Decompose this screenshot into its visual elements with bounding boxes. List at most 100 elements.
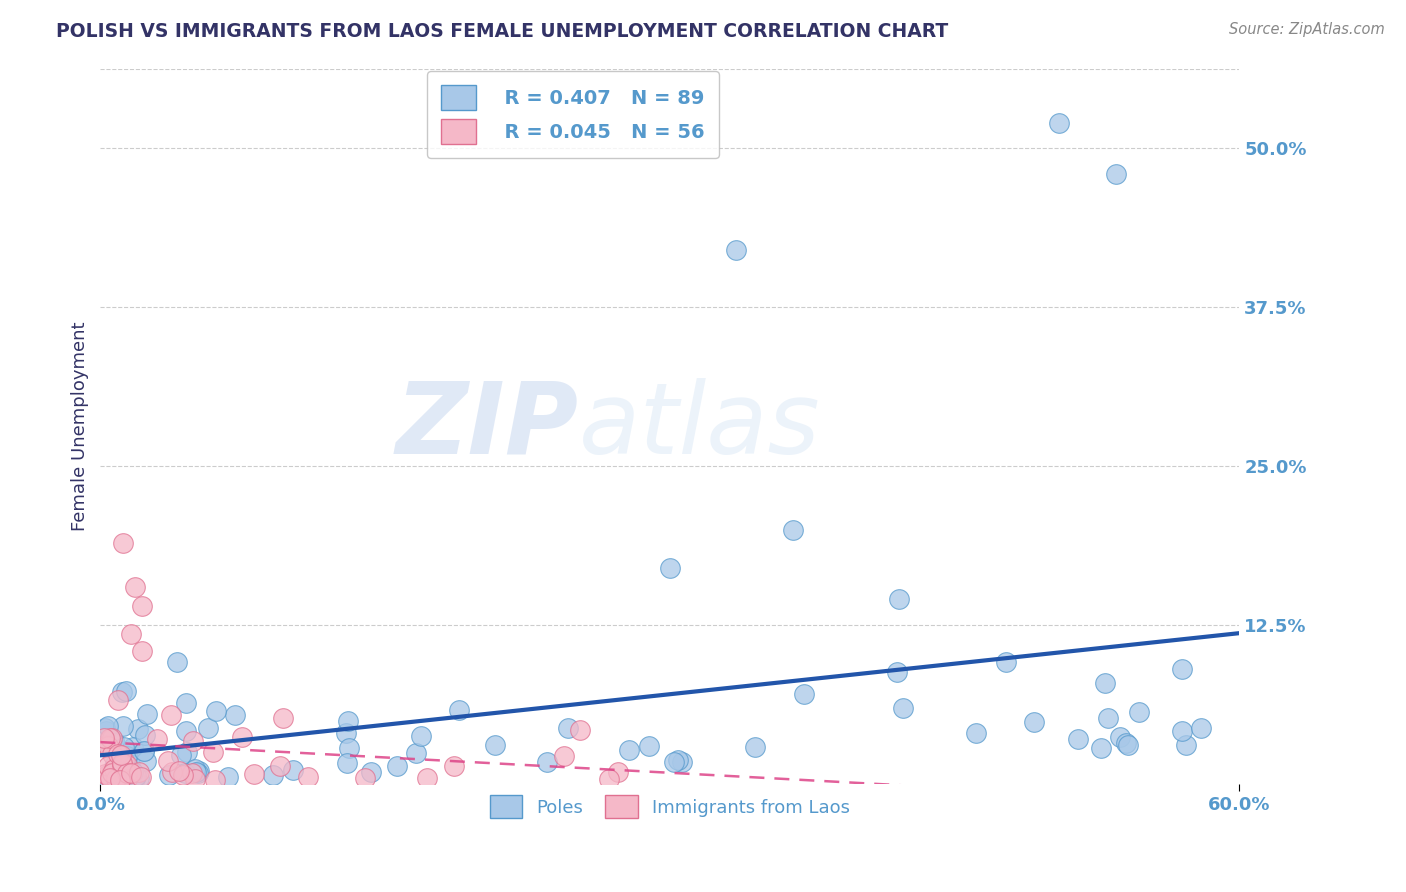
- Point: [889, 592, 911, 607]
- Point: [169, 747, 191, 762]
- Point: [114, 769, 136, 783]
- Point: [97, 718, 120, 732]
- Point: [101, 747, 124, 761]
- Point: [1067, 732, 1090, 747]
- Point: [97, 758, 120, 772]
- Point: [664, 755, 686, 769]
- Point: [995, 655, 1018, 669]
- Point: [101, 733, 124, 747]
- Point: [125, 769, 148, 783]
- Point: [166, 655, 188, 669]
- Point: [132, 744, 155, 758]
- Point: [135, 706, 157, 721]
- Point: [443, 759, 465, 773]
- Point: [131, 644, 153, 658]
- Point: [415, 772, 437, 786]
- Point: [124, 580, 146, 594]
- Point: [569, 723, 592, 737]
- Point: [217, 770, 239, 784]
- Point: [94, 722, 117, 736]
- Point: [93, 731, 115, 745]
- Text: atlas: atlas: [579, 378, 820, 475]
- Point: [111, 756, 134, 771]
- Point: [157, 754, 180, 768]
- Point: [112, 754, 135, 768]
- Point: [725, 243, 748, 257]
- Point: [94, 739, 117, 753]
- Point: [111, 757, 134, 772]
- Point: [1047, 115, 1070, 129]
- Point: [1022, 715, 1045, 730]
- Point: [335, 726, 357, 740]
- Point: [269, 759, 291, 773]
- Point: [637, 739, 659, 753]
- Point: [1115, 736, 1137, 750]
- Point: [96, 738, 118, 752]
- Point: [114, 754, 136, 768]
- Point: [172, 768, 194, 782]
- Point: [336, 756, 359, 770]
- Point: [107, 747, 129, 761]
- Point: [128, 765, 150, 780]
- Point: [121, 765, 143, 780]
- Point: [131, 599, 153, 614]
- Point: [409, 729, 432, 743]
- Point: [619, 743, 641, 757]
- Point: [666, 753, 689, 767]
- Point: [97, 739, 120, 754]
- Point: [120, 766, 142, 780]
- Point: [204, 772, 226, 787]
- Point: [782, 523, 804, 537]
- Point: [173, 766, 195, 780]
- Point: [557, 721, 579, 735]
- Point: [271, 711, 294, 725]
- Point: [197, 721, 219, 735]
- Point: [385, 759, 408, 773]
- Point: [184, 762, 207, 776]
- Point: [135, 754, 157, 768]
- Point: [891, 701, 914, 715]
- Point: [108, 772, 131, 787]
- Point: [111, 719, 134, 733]
- Point: [658, 561, 681, 575]
- Point: [360, 764, 382, 779]
- Point: [1097, 711, 1119, 725]
- Point: [181, 766, 204, 780]
- Point: [104, 772, 127, 787]
- Point: [103, 762, 125, 776]
- Point: [111, 685, 134, 699]
- Point: [965, 726, 987, 740]
- Point: [115, 764, 138, 778]
- Point: [188, 764, 211, 778]
- Point: [108, 760, 131, 774]
- Point: [484, 738, 506, 752]
- Point: [122, 739, 145, 754]
- Point: [176, 696, 198, 710]
- Text: ZIP: ZIP: [395, 378, 579, 475]
- Point: [110, 748, 132, 763]
- Point: [101, 766, 124, 780]
- Point: [242, 767, 264, 781]
- Point: [98, 771, 121, 785]
- Point: [120, 627, 142, 641]
- Point: [1116, 738, 1139, 752]
- Point: [205, 705, 228, 719]
- Point: [183, 733, 205, 747]
- Point: [337, 741, 360, 756]
- Point: [93, 774, 115, 789]
- Point: [160, 707, 183, 722]
- Point: [115, 772, 138, 786]
- Text: POLISH VS IMMIGRANTS FROM LAOS FEMALE UNEMPLOYMENT CORRELATION CHART: POLISH VS IMMIGRANTS FROM LAOS FEMALE UN…: [56, 22, 949, 41]
- Point: [744, 740, 766, 755]
- Point: [101, 772, 124, 787]
- Point: [354, 771, 377, 785]
- Point: [201, 745, 224, 759]
- Point: [671, 755, 693, 769]
- Point: [127, 723, 149, 737]
- Point: [1105, 167, 1128, 181]
- Point: [283, 763, 305, 777]
- Point: [1171, 662, 1194, 676]
- Point: [134, 728, 156, 742]
- Point: [553, 748, 575, 763]
- Point: [1189, 721, 1212, 735]
